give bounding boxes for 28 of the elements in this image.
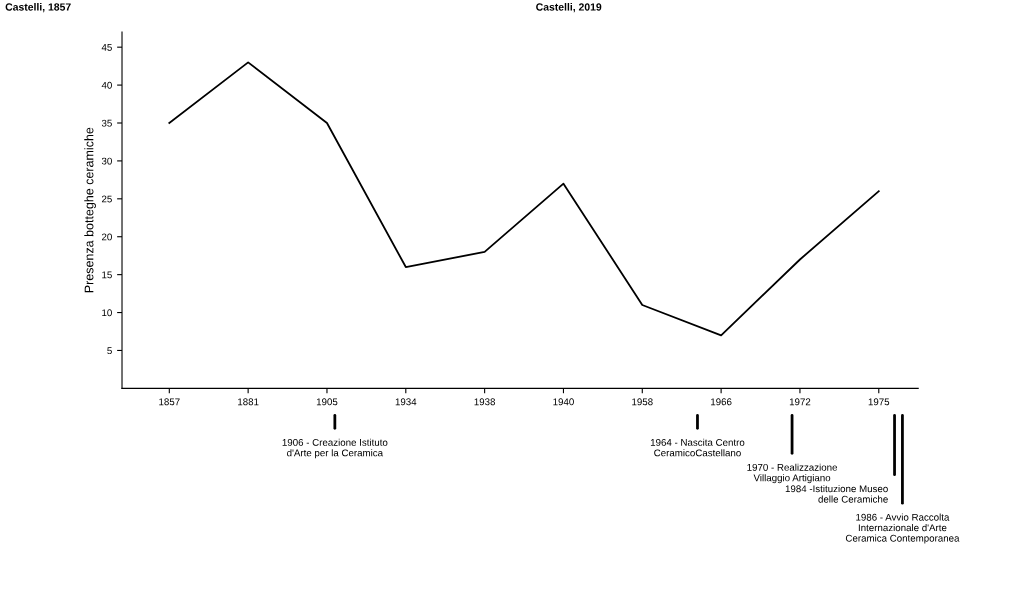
text: 1970 - Realizzazione Villaggio Artigiano (747, 463, 838, 484)
x-tick-label: 1857 (159, 398, 180, 406)
text: 1984 -Istituzione Museo delle Ceramiche (785, 485, 888, 503)
y-tick-label: 40 (101, 81, 112, 89)
x-tick-label: 1975 (868, 398, 890, 406)
text: 1986 - Avvio Raccolta Internazionale d'Arte Ceramica Contemporanea (845, 513, 960, 544)
text: 1964 - Nascita Centro CeramicoCastellano (650, 438, 745, 457)
y-tick-label: 35 (101, 119, 112, 127)
x-tick-label: 1940 (553, 398, 574, 406)
y-tick-label: 45 (101, 44, 112, 51)
x-tick-label: 1905 (316, 398, 338, 406)
text: Castelli, 1857 (5, 3, 71, 13)
x-tick-label: 1972 (789, 398, 811, 406)
x-tick-label: 1938 (474, 398, 496, 406)
y-tick-label: 5 (107, 347, 112, 355)
y-tick-label: 30 (101, 157, 112, 165)
y-tick-label: 25 (101, 195, 112, 203)
line-series (168, 61, 880, 337)
x-tick-label: 1881 (238, 398, 259, 406)
y-tick-label: 15 (102, 271, 112, 279)
x-tick-label: 1958 (632, 398, 653, 406)
y-tick-label: 20 (101, 233, 112, 241)
text: Castelli, 2019 (536, 3, 602, 13)
x-tick-label: 1934 (395, 398, 417, 406)
x-tick-label: 1966 (711, 398, 732, 406)
text: 1906 - Creazione Istituto d'Arte per la Ceramica (282, 438, 388, 459)
y-tick-label: 10 (102, 309, 112, 317)
y-axis-title: Presenza botteghe ceramiche (84, 127, 96, 293)
